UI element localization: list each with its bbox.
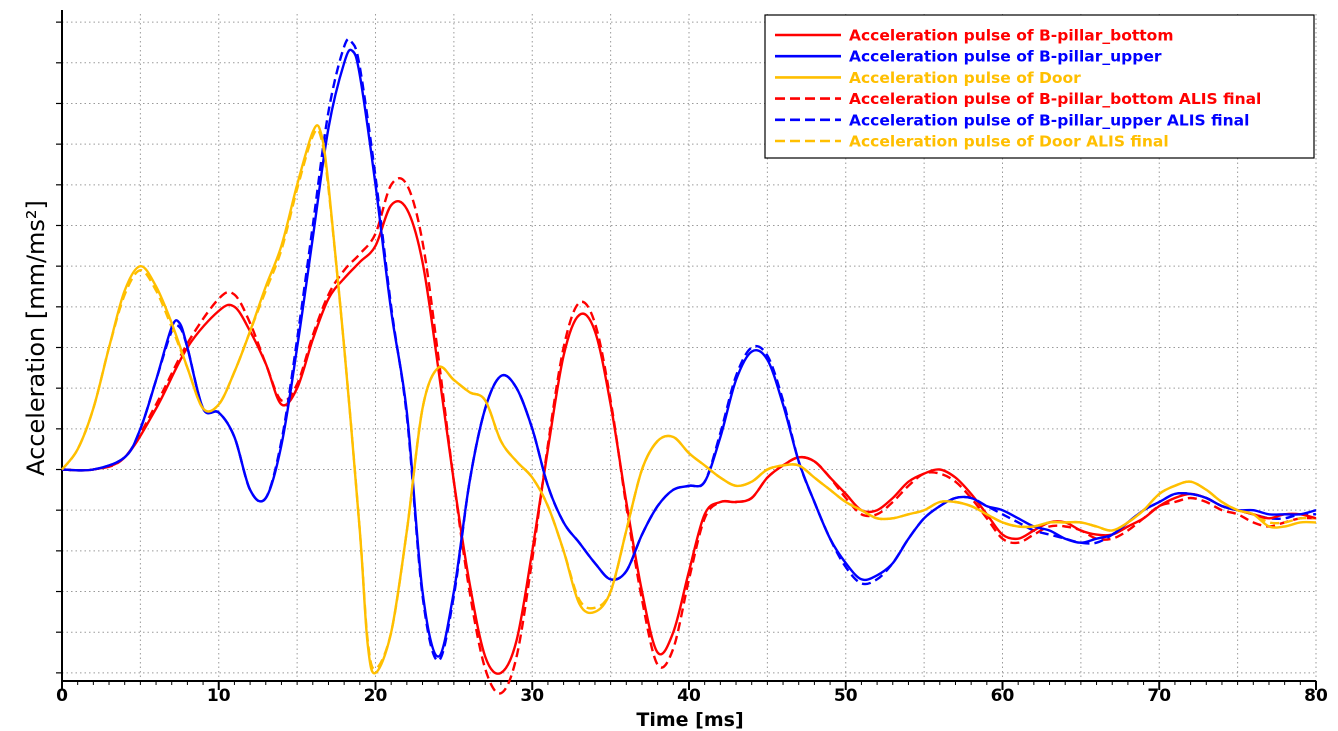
legend-entry: Acceleration pulse of Door ALIS final xyxy=(849,133,1169,151)
x-tick-label: 70 xyxy=(1147,686,1171,706)
series-line-acceleration-pulse-of-door xyxy=(61,124,1317,675)
x-tick-labels: 0 10 20 30 40 50 60 70 80 xyxy=(56,686,1328,706)
x-tick-label: 60 xyxy=(991,686,1015,706)
series-line-acceleration-pulse-of-b-pillar-bottom-alis-final xyxy=(61,177,1317,695)
series-group xyxy=(61,37,1317,695)
x-tick-label: 10 xyxy=(207,686,231,706)
x-tick-label: 40 xyxy=(677,686,701,706)
legend: Acceleration pulse of B-pillar_bottom Acc… xyxy=(764,14,1315,159)
x-tick-label: 30 xyxy=(520,686,544,706)
x-tick-label: 80 xyxy=(1304,686,1328,706)
legend-entry: Acceleration pulse of Door xyxy=(849,69,1081,87)
y-axis-title: Acceleration [mm/ms²] xyxy=(22,200,50,476)
axes xyxy=(56,10,1317,690)
legend-entry: Acceleration pulse of B-pillar_bottom xyxy=(849,27,1173,45)
legend-entry: Acceleration pulse of B-pillar_upper ALI… xyxy=(849,111,1249,129)
x-tick-label: 50 xyxy=(834,686,858,706)
series-line-acceleration-pulse-of-door-alis-final xyxy=(61,128,1317,671)
x-tick-label: 20 xyxy=(364,686,388,706)
x-axis-title: Time [ms] xyxy=(636,709,743,731)
legend-box xyxy=(764,14,1315,159)
legend-entry: Acceleration pulse of B-pillar_bottom AL… xyxy=(849,90,1261,108)
legend-entry: Acceleration pulse of B-pillar_upper xyxy=(849,48,1162,66)
series-line-acceleration-pulse-of-b-pillar-upper xyxy=(61,48,1317,658)
x-tick-label: 0 xyxy=(56,686,68,706)
